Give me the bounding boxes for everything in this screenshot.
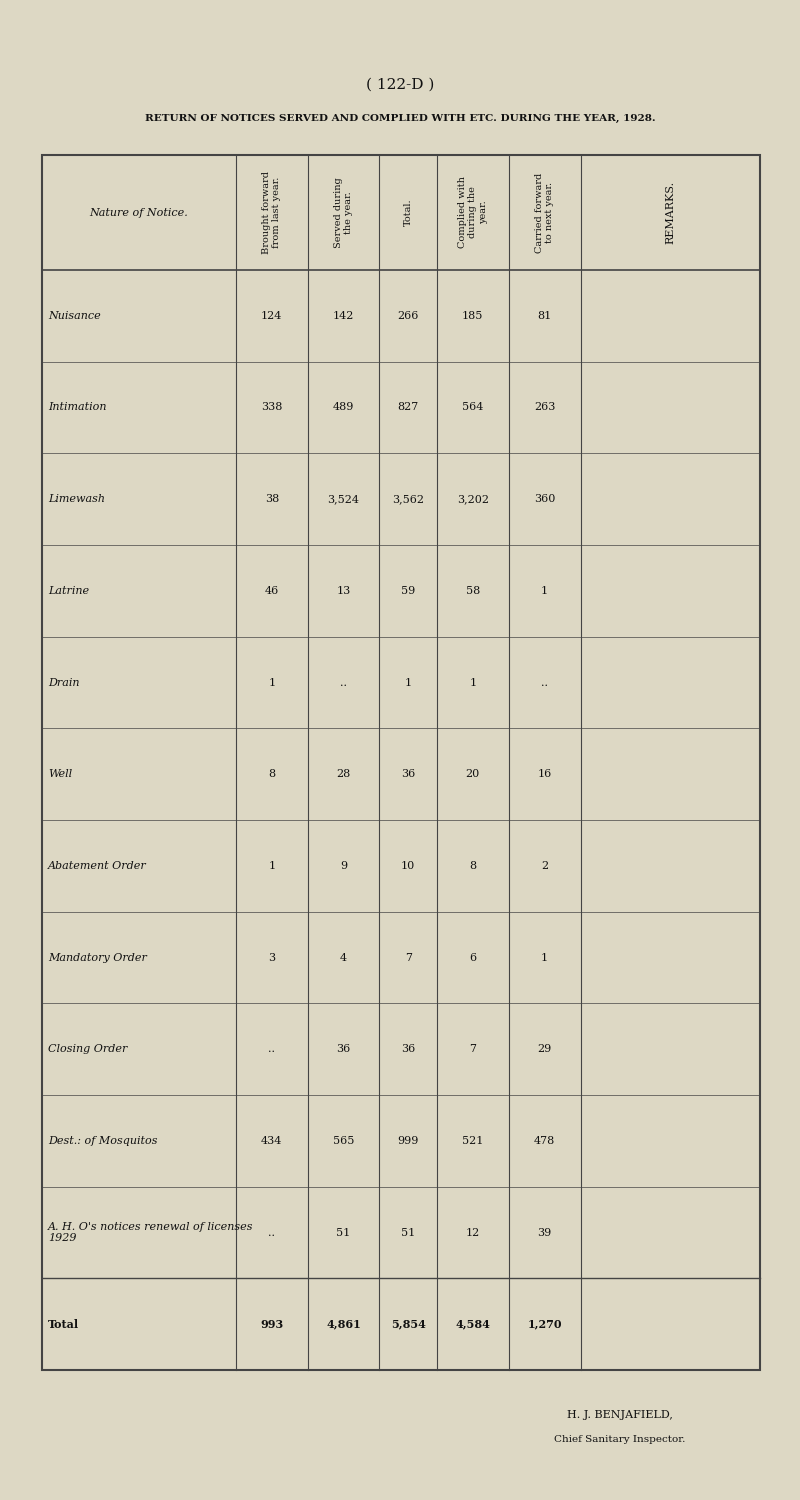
Text: Carried forward
to next year.: Carried forward to next year.: [535, 172, 554, 252]
Text: 338: 338: [261, 402, 282, 412]
Text: Limewash: Limewash: [48, 494, 105, 504]
Text: Brought forward
from last year.: Brought forward from last year.: [262, 171, 282, 254]
Text: 36: 36: [401, 1044, 415, 1054]
Text: 59: 59: [401, 586, 415, 596]
Text: 489: 489: [333, 402, 354, 412]
Text: 12: 12: [466, 1227, 480, 1238]
Text: 20: 20: [466, 770, 480, 778]
Text: 1: 1: [541, 586, 548, 596]
Text: 3,524: 3,524: [327, 494, 359, 504]
Text: Dest.: of Mosquitos: Dest.: of Mosquitos: [48, 1136, 158, 1146]
Text: 10: 10: [401, 861, 415, 871]
Text: 81: 81: [538, 310, 552, 321]
Text: 263: 263: [534, 402, 555, 412]
Text: 3: 3: [268, 952, 275, 963]
Text: Total.: Total.: [404, 198, 413, 226]
Text: ( 122-D ): ( 122-D ): [366, 78, 434, 92]
Text: 7: 7: [470, 1044, 476, 1054]
Text: 6: 6: [470, 952, 476, 963]
Text: 2: 2: [541, 861, 548, 871]
Text: 3,202: 3,202: [457, 494, 489, 504]
Text: 7: 7: [405, 952, 412, 963]
Text: 1: 1: [470, 678, 476, 687]
Bar: [42, 154, 760, 1370]
Text: Total: Total: [48, 1318, 79, 1329]
Text: 36: 36: [401, 770, 415, 778]
Text: Drain: Drain: [48, 678, 79, 687]
Text: 478: 478: [534, 1136, 555, 1146]
Text: 564: 564: [462, 402, 483, 412]
Text: 3,562: 3,562: [392, 494, 424, 504]
Text: 999: 999: [398, 1136, 419, 1146]
Text: 28: 28: [337, 770, 350, 778]
Text: 39: 39: [538, 1227, 552, 1238]
Text: 1: 1: [268, 861, 275, 871]
Text: 1: 1: [541, 952, 548, 963]
Text: ..: ..: [268, 1227, 275, 1238]
Text: 266: 266: [398, 310, 419, 321]
Text: 993: 993: [260, 1318, 283, 1329]
Text: ..: ..: [340, 678, 347, 687]
Text: 13: 13: [337, 586, 350, 596]
Text: 51: 51: [401, 1227, 415, 1238]
Text: 185: 185: [462, 310, 483, 321]
Text: Closing Order: Closing Order: [48, 1044, 127, 1054]
Text: ..: ..: [268, 1044, 275, 1054]
Text: 1: 1: [405, 678, 412, 687]
Text: 8: 8: [470, 861, 476, 871]
Text: 9: 9: [340, 861, 347, 871]
Text: 5,854: 5,854: [390, 1318, 426, 1329]
Text: 565: 565: [333, 1136, 354, 1146]
Text: Served during
the year.: Served during the year.: [334, 177, 354, 248]
Text: H. J. BENJAFIELD,: H. J. BENJAFIELD,: [567, 1410, 673, 1420]
Text: Mandatory Order: Mandatory Order: [48, 952, 147, 963]
Text: 4,861: 4,861: [326, 1318, 361, 1329]
Text: 36: 36: [337, 1044, 350, 1054]
Text: 124: 124: [261, 310, 282, 321]
Text: Abatement Order: Abatement Order: [48, 861, 146, 871]
Text: Well: Well: [48, 770, 72, 778]
Text: 58: 58: [466, 586, 480, 596]
Text: Nature of Notice.: Nature of Notice.: [90, 207, 188, 218]
Text: 827: 827: [398, 402, 419, 412]
Text: Chief Sanitary Inspector.: Chief Sanitary Inspector.: [554, 1436, 686, 1444]
Text: 46: 46: [265, 586, 279, 596]
Text: 360: 360: [534, 494, 555, 504]
Text: 38: 38: [265, 494, 279, 504]
Text: 16: 16: [538, 770, 552, 778]
Text: 1: 1: [268, 678, 275, 687]
Text: 434: 434: [261, 1136, 282, 1146]
Text: 1,270: 1,270: [527, 1318, 562, 1329]
Text: Complied with
during the
year.: Complied with during the year.: [458, 177, 488, 249]
Text: Latrine: Latrine: [48, 586, 89, 596]
Text: 8: 8: [268, 770, 275, 778]
Text: 4,584: 4,584: [455, 1318, 490, 1329]
Text: 29: 29: [538, 1044, 552, 1054]
Text: 521: 521: [462, 1136, 483, 1146]
Text: REMARKS.: REMARKS.: [666, 182, 675, 244]
Text: 51: 51: [337, 1227, 350, 1238]
Text: ..: ..: [541, 678, 548, 687]
Text: Intimation: Intimation: [48, 402, 106, 412]
Text: 4: 4: [340, 952, 347, 963]
Text: 142: 142: [333, 310, 354, 321]
Text: RETURN OF NOTICES SERVED AND COMPLIED WITH ETC. DURING THE YEAR, 1928.: RETURN OF NOTICES SERVED AND COMPLIED WI…: [145, 114, 655, 123]
Text: A. H. O's notices renewal of licenses
1929: A. H. O's notices renewal of licenses 19…: [48, 1221, 254, 1244]
Text: Nuisance: Nuisance: [48, 310, 101, 321]
